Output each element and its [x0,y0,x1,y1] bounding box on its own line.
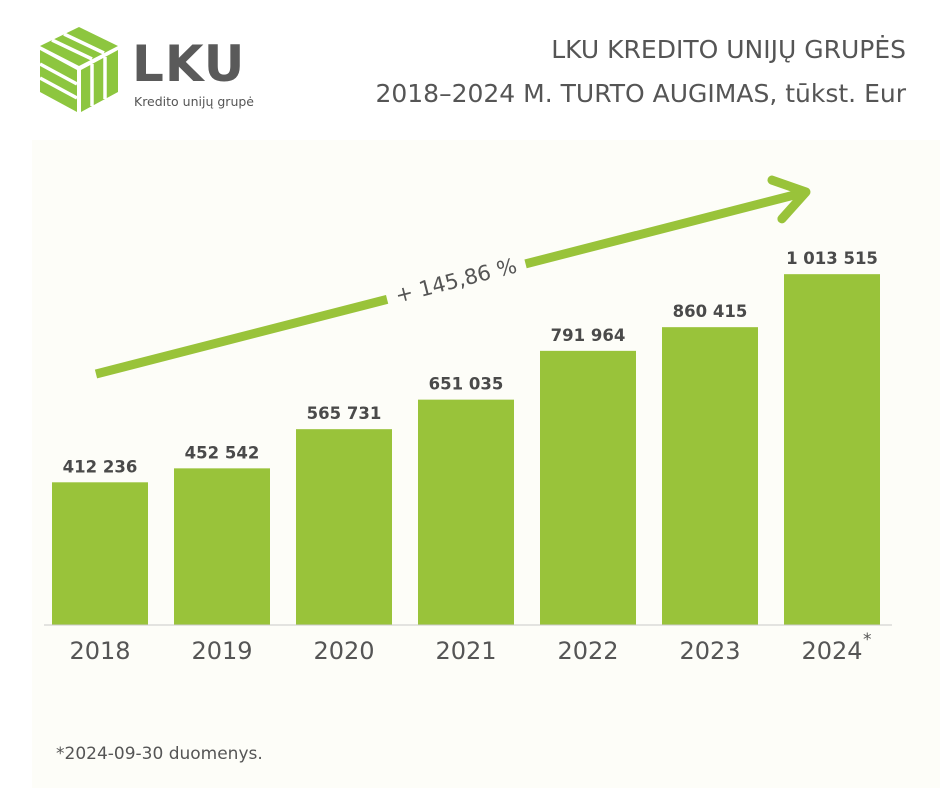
bar-2020 [296,429,392,625]
title-line-1: LKU KREDITO UNIJŲ GRUPĖS [551,35,906,64]
tick-label-2022: 2022 [557,637,618,665]
tick-label-2024: 2024 [801,637,862,665]
logo-cube-icon [39,27,118,112]
bar-2023 [662,327,758,625]
value-label-2020: 565 731 [307,404,382,423]
footnote: *2024-09-30 duomenys. [56,744,263,764]
lku-logo: LKU Kredito unijų grupė [34,24,264,124]
bar-2021 [418,399,514,625]
trend-annotation: + 145,86 % [393,254,519,308]
value-label-2024: 1 013 515 [786,249,878,268]
bar-2018 [52,482,148,625]
chart-title: LKU KREDITO UNIJŲ GRUPĖS 2018–2024 M. TU… [375,28,906,116]
bar-2024 [784,274,880,625]
bar-2022 [540,350,636,625]
value-label-2023: 860 415 [673,302,748,321]
value-label-2022: 791 964 [551,326,626,345]
trend-line-segment-1 [94,295,389,379]
logo-tagline: Kredito unijų grupė [134,94,254,109]
value-label-2018: 412 236 [63,457,138,476]
trend-line-segment-2 [524,188,804,269]
bar-2019 [174,468,270,625]
tick-footnote-mark: * [863,630,872,650]
tick-label-2019: 2019 [191,637,252,665]
tick-label-2021: 2021 [435,637,496,665]
trend-arrowhead [767,175,811,224]
logo-wordmark: LKU [132,35,246,93]
tick-label-2018: 2018 [69,637,130,665]
value-label-2021: 651 035 [429,375,504,394]
tick-label-2020: 2020 [313,637,374,665]
title-line-2: 2018–2024 M. TURTO AUGIMAS, tūkst. Eur [375,79,906,108]
value-label-2019: 452 542 [185,443,260,462]
tick-label-2023: 2023 [679,637,740,665]
bars-group: 412 236 2018 452 542 2019 565 731 2020 651 035… [52,249,880,665]
